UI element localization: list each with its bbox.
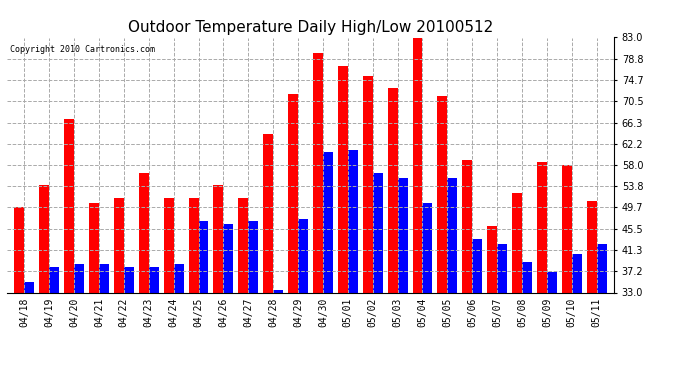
Bar — [188, 198, 199, 292]
Bar — [323, 152, 333, 292]
Bar — [447, 178, 457, 292]
Bar — [174, 264, 184, 292]
Bar — [14, 207, 24, 292]
Bar — [413, 38, 422, 292]
Bar — [64, 119, 74, 292]
Bar — [397, 178, 408, 292]
Bar — [248, 221, 258, 292]
Bar — [572, 254, 582, 292]
Bar — [373, 172, 383, 292]
Bar — [263, 134, 273, 292]
Bar — [422, 203, 433, 292]
Bar — [298, 219, 308, 292]
Bar — [363, 76, 373, 292]
Bar — [388, 88, 397, 292]
Bar — [586, 201, 597, 292]
Bar — [164, 198, 174, 292]
Bar — [149, 267, 159, 292]
Bar — [213, 185, 224, 292]
Bar — [288, 94, 298, 292]
Bar — [472, 239, 482, 292]
Bar — [348, 150, 358, 292]
Bar — [273, 290, 283, 292]
Bar — [114, 198, 124, 292]
Text: Copyright 2010 Cartronics.com: Copyright 2010 Cartronics.com — [10, 45, 155, 54]
Title: Outdoor Temperature Daily High/Low 20100512: Outdoor Temperature Daily High/Low 20100… — [128, 20, 493, 35]
Bar — [437, 96, 447, 292]
Bar — [74, 264, 84, 292]
Bar — [49, 267, 59, 292]
Bar — [24, 282, 34, 292]
Bar — [124, 267, 134, 292]
Bar — [238, 198, 248, 292]
Bar — [497, 244, 507, 292]
Bar — [562, 165, 572, 292]
Bar — [537, 162, 547, 292]
Bar — [487, 226, 497, 292]
Bar — [99, 264, 109, 292]
Bar — [462, 160, 472, 292]
Bar — [597, 244, 607, 292]
Bar — [313, 53, 323, 292]
Bar — [39, 185, 49, 292]
Bar — [199, 221, 208, 292]
Bar — [512, 193, 522, 292]
Bar — [338, 66, 348, 292]
Bar — [522, 262, 532, 292]
Bar — [89, 203, 99, 292]
Bar — [224, 224, 233, 292]
Bar — [547, 272, 557, 292]
Bar — [139, 172, 149, 292]
